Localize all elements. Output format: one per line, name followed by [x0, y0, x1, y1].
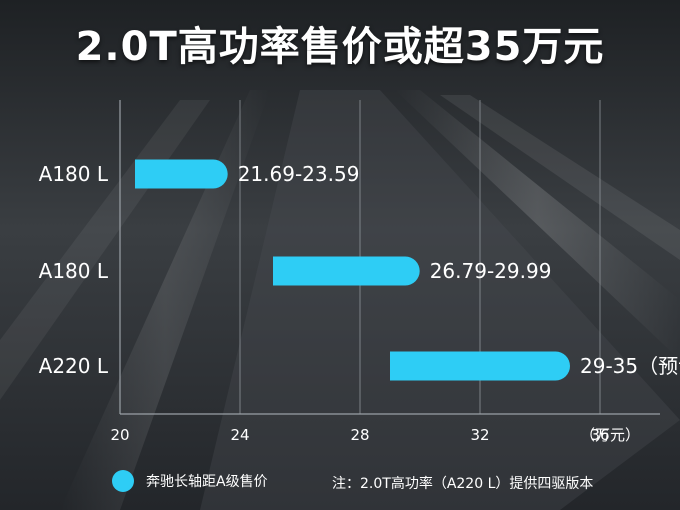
bar	[390, 351, 570, 381]
footnote: 注：2.0T高功率（A220 L）提供四驱版本	[332, 476, 594, 492]
category-label: A220 L	[39, 354, 109, 378]
legend-swatch	[112, 470, 134, 492]
legend-label: 奔驰长轴距A级售价	[146, 474, 268, 490]
x-tick-label: 36	[590, 426, 609, 444]
x-tick-label: 24	[230, 426, 249, 444]
x-tick-label: 20	[110, 426, 129, 444]
x-axis-unit: （万元）	[580, 426, 640, 444]
category-label: A180 L	[39, 259, 109, 283]
bar	[135, 159, 228, 189]
chart-title: 2.0T高功率售价或超35万元	[75, 24, 605, 70]
legend: 奔驰长轴距A级售价	[112, 470, 268, 492]
x-tick-label: 28	[350, 426, 369, 444]
value-label: 29-35（预计）	[580, 354, 680, 378]
bar	[273, 256, 420, 286]
value-label: 26.79-29.99	[430, 259, 552, 283]
category-label: A180 L	[39, 162, 109, 186]
x-tick-label: 32	[470, 426, 489, 444]
value-label: 21.69-23.59	[238, 162, 360, 186]
